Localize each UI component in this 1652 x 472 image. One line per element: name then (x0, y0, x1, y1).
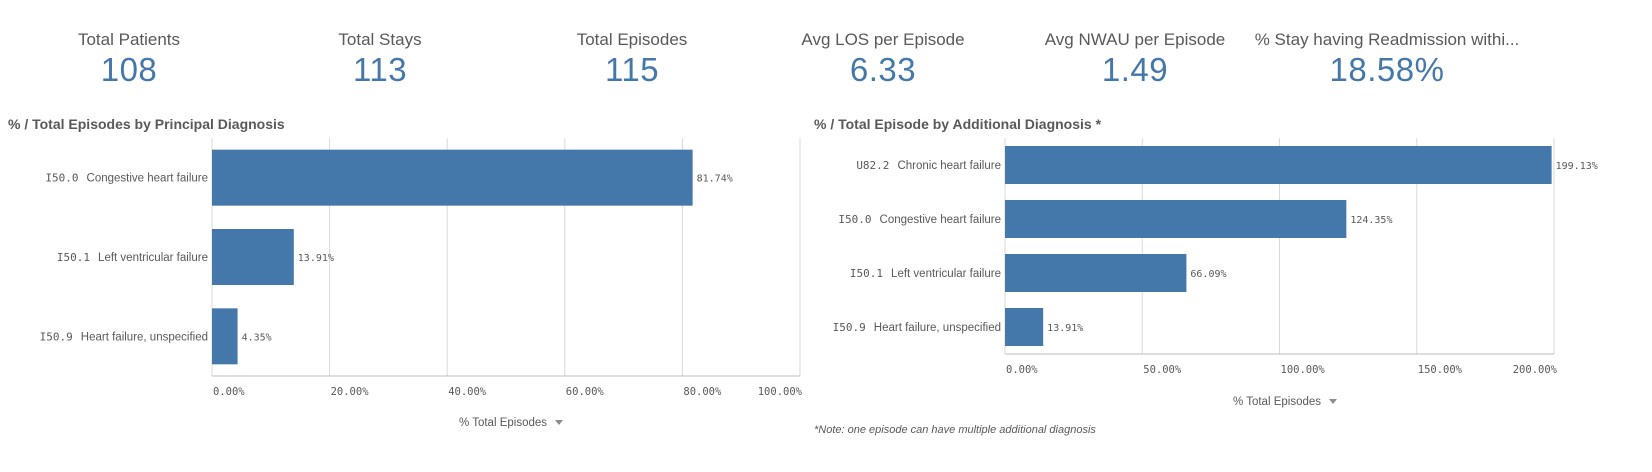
y-category-label: I50.0 Congestive heart failure (45, 172, 208, 185)
x-tick-label: 100.00% (1281, 364, 1326, 376)
y-category-label: U82.2 Chronic heart failure (856, 159, 1001, 172)
x-axis-title-dropdown[interactable]: % Total Episodes (459, 417, 564, 429)
bar-value-label: 13.91% (1047, 323, 1083, 334)
kpi-value: 18.58% (1329, 51, 1445, 88)
bar[interactable] (1005, 200, 1347, 238)
chart-title-additional: % / Total Episode by Additional Diagnosi… (814, 116, 1102, 132)
kpi-label: Total Episodes (576, 30, 688, 49)
kpi-total-patients: Total Patients 108 (0, 30, 264, 89)
chevron-down-icon (1329, 399, 1338, 405)
kpi-value: 113 (352, 51, 408, 88)
chevron-down-icon (555, 420, 564, 426)
kpi-total-episodes: Total Episodes 115 (497, 30, 767, 89)
x-tick-label: 50.00% (1143, 364, 1182, 376)
kpi-value: 6.33 (849, 51, 917, 88)
bar-value-label: 124.35% (1350, 215, 1392, 226)
y-category-label: I50.9 Heart failure, unspecified (40, 330, 208, 343)
y-category-label: I50.9 Heart failure, unspecified (833, 321, 1001, 334)
bar-value-label: 13.91% (298, 253, 334, 264)
x-axis-title: % Total Episodes (1233, 396, 1322, 408)
x-tick-label: 100.00% (758, 386, 803, 398)
bar[interactable] (212, 308, 238, 365)
x-tick-label: 150.00% (1418, 364, 1463, 376)
x-axis-title-dropdown[interactable]: % Total Episodes (1233, 396, 1338, 408)
kpi-value: 108 (100, 51, 158, 88)
chart-title-principal: % / Total Episodes by Principal Diagnosi… (8, 116, 285, 132)
kpi-value: 115 (604, 51, 660, 88)
y-category-label: I50.1 Left ventricular failure (57, 251, 208, 264)
bar-value-label: 199.13% (1556, 161, 1598, 172)
kpi-total-stays: Total Stays 113 (245, 30, 515, 89)
bar[interactable] (212, 229, 294, 285)
kpi-label: Total Patients (77, 30, 181, 49)
bar-value-label: 66.09% (1190, 269, 1226, 280)
y-category-label: I50.1 Left ventricular failure (850, 267, 1001, 280)
additional-diagnosis-chart[interactable]: 0.00% 50.00% 100.00% 150.00% 200.00% U82.2 Chr… (812, 138, 1652, 388)
x-tick-label: 0.00% (1006, 364, 1038, 376)
kpi-label: Avg LOS per Episode (801, 30, 965, 49)
x-tick-label: 0.00% (213, 386, 245, 398)
bar[interactable] (212, 149, 693, 206)
bar[interactable] (1005, 146, 1552, 184)
footnote: *Note: one episode can have multiple add… (814, 424, 1096, 436)
principal-diagnosis-chart[interactable]: 0.00% 20.00% 40.00% 60.00% 80.00% 100.00% I50.… (0, 138, 810, 408)
y-category-label: I50.0 Congestive heart failure (838, 213, 1001, 226)
x-tick-label: 80.00% (683, 386, 722, 398)
bar-value-label: 81.74% (697, 174, 733, 185)
kpi-label: % Stay having Readmission withi... (1254, 30, 1520, 49)
x-tick-label: 200.00% (1513, 364, 1558, 376)
kpi-avg-los: Avg LOS per Episode 6.33 (748, 30, 1018, 89)
bar[interactable] (1005, 254, 1187, 292)
x-tick-label: 60.00% (566, 386, 605, 398)
x-axis-title: % Total Episodes (459, 417, 548, 429)
kpi-value: 1.49 (1101, 51, 1169, 88)
kpi-label: Avg NWAU per Episode (1044, 30, 1226, 49)
kpi-label: Total Stays (338, 30, 422, 49)
bar-value-label: 4.35% (242, 332, 272, 343)
x-tick-label: 40.00% (448, 386, 487, 398)
bar[interactable] (1005, 308, 1044, 346)
kpi-readmission: % Stay having Readmission withi... 18.58… (1252, 30, 1522, 89)
kpi-avg-nwau: Avg NWAU per Episode 1.49 (1000, 30, 1270, 89)
x-tick-label: 20.00% (331, 386, 370, 398)
